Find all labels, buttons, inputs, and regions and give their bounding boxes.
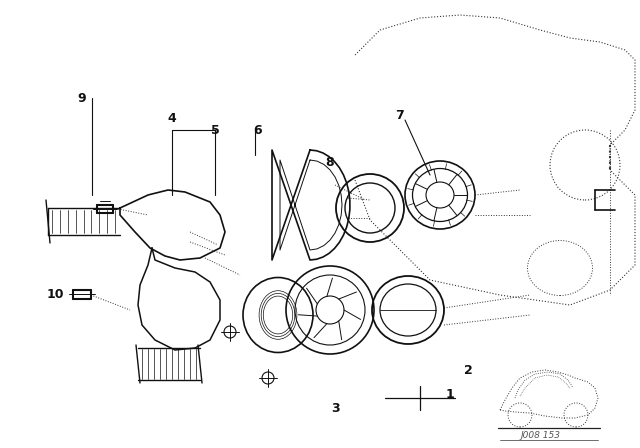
Text: 4: 4 (168, 112, 177, 125)
Text: 7: 7 (396, 108, 404, 121)
Text: 10: 10 (46, 289, 64, 302)
Text: J008 153: J008 153 (520, 431, 560, 439)
Text: 2: 2 (463, 363, 472, 376)
Polygon shape (272, 150, 350, 260)
Polygon shape (120, 190, 225, 260)
Text: 3: 3 (331, 401, 339, 414)
Text: 1: 1 (445, 388, 454, 401)
Text: 8: 8 (326, 155, 334, 168)
Text: 6: 6 (253, 124, 262, 137)
Text: 5: 5 (211, 124, 220, 137)
Polygon shape (138, 248, 220, 350)
Text: 9: 9 (77, 91, 86, 104)
